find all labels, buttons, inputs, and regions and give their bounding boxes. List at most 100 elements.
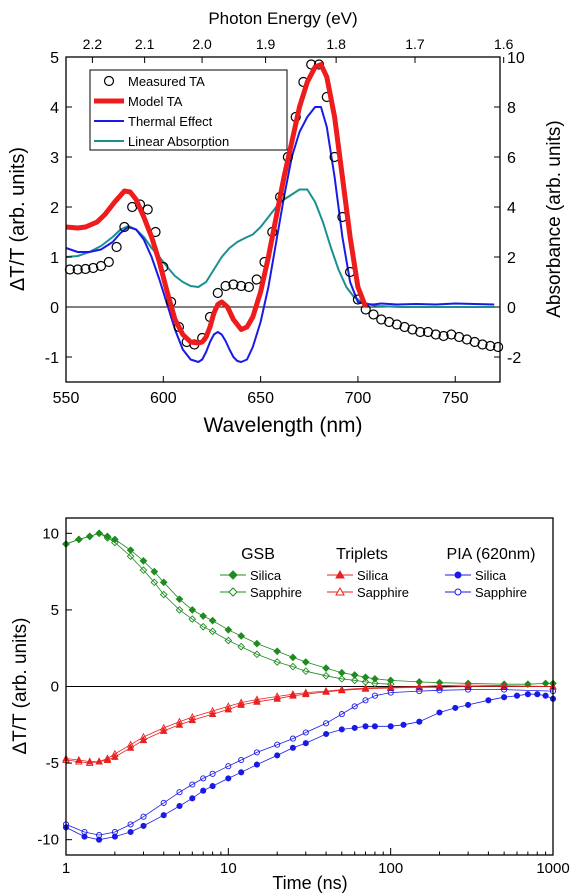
pia-620nm-sapphire-point (416, 688, 423, 695)
measured-ta-point (430, 329, 441, 340)
gsb-silica-point (253, 639, 261, 648)
gsb-silica-point (237, 632, 246, 640)
pia-620nm-silica-point (351, 724, 358, 731)
spectrum-plot-frame (65, 56, 501, 383)
pia-620nm-silica-point (225, 775, 232, 782)
triplets-silica-point (237, 700, 245, 708)
top-tick-label: 1.6 (494, 36, 514, 52)
pia-620nm-sapphire-point (465, 686, 472, 693)
top-tick-label: 2.0 (192, 36, 212, 52)
measured-ta-point (236, 280, 247, 292)
triplets-sapphire-point (75, 757, 83, 765)
gsb-sapphire-point (337, 675, 346, 683)
x-tick-label: 650 (247, 390, 274, 407)
triplets-silica-point (253, 697, 261, 705)
pia-620nm-silica-point (513, 692, 521, 699)
gsb-silica-point (199, 612, 208, 620)
gsb-sapphire-point (126, 552, 135, 561)
right-y-tick-label: 4 (507, 200, 516, 217)
measured-ta-point (243, 281, 254, 293)
pia-620nm-sapphire-point (387, 689, 394, 696)
triplets-sapphire-point (322, 686, 330, 695)
gsb-silica-point (361, 673, 370, 682)
legend-label-thermal: Thermal Effect (128, 114, 213, 129)
pia-620nm-sapphire-point (160, 799, 167, 806)
pia-620nm-silica-point (387, 723, 394, 730)
model-ta-line (65, 62, 369, 346)
legend-marker-pia-silica (454, 571, 462, 579)
pia-620nm-silica-point (416, 718, 423, 725)
pia-620nm-sapphire-point (127, 821, 134, 828)
gsb-silica-point (224, 625, 233, 634)
measured-ta-point (485, 340, 496, 352)
legend-label-model: Model TA (128, 94, 183, 109)
triplets-sapphire-point (85, 758, 94, 767)
gsb-silica-point (208, 616, 217, 625)
triplets-sapphire-point (253, 695, 261, 703)
triplets-sapphire-point (237, 698, 245, 706)
legend-marker-gsb-sapphire (228, 587, 238, 597)
measured-ta-point (103, 256, 114, 268)
gsb-sapphire-point (289, 662, 297, 671)
x-tick-label: 10 (220, 860, 237, 877)
gsb-silica-point (350, 671, 359, 679)
pia-620nm-silica-point (238, 769, 245, 776)
gsb-sapphire-point (208, 627, 217, 636)
pia-620nm-silica-point (127, 828, 134, 836)
gsb-sapphire-point (237, 642, 246, 651)
y-tick-label: 1 (50, 250, 59, 267)
pia-620nm-sapphire-point (176, 789, 183, 796)
pia-620nm-sapphire-point (436, 687, 443, 694)
top-tick-label: 1.7 (405, 36, 425, 52)
triplets-sapphire-point (159, 723, 168, 731)
triplets-silica-line (65, 686, 553, 762)
gsb-sapphire-point (199, 622, 208, 631)
gsb-sapphire-point (224, 636, 233, 645)
legend-label-gsb-silica: Silica (250, 568, 282, 583)
kinetics-plot-area (62, 529, 557, 843)
pia-620nm-silica-point (485, 697, 492, 704)
gsb-silica-point (150, 567, 159, 576)
pia-620nm-silica-point (400, 721, 407, 728)
legend-group-pia: PIA (620nm) (447, 546, 536, 563)
gsb-sapphire-point (103, 534, 112, 542)
pia-620nm-silica-point (323, 730, 330, 738)
legend-group-triplets: Triplets (336, 546, 388, 563)
gsb-sapphire-point (75, 535, 83, 544)
y-tick-label: 5 (51, 602, 59, 619)
triplets-sapphire-point (188, 712, 197, 721)
gsb-silica-point (371, 675, 379, 683)
time-axis-title: Time (ns) (272, 873, 347, 893)
gsb-sapphire-point (273, 658, 282, 666)
triplets-sapphire-point (95, 757, 103, 765)
pia-620nm-silica-point (542, 692, 549, 699)
pia-620nm-sapphire-line (65, 689, 554, 836)
pia-620nm-sapphire-point (302, 729, 309, 736)
gsb-silica-point (273, 647, 282, 656)
pia-620nm-sapphire-point (289, 735, 296, 742)
pia-620nm-sapphire-point (238, 756, 245, 764)
gsb-sapphire-point (175, 606, 184, 614)
gsb-silica-point (322, 664, 330, 672)
pia-620nm-silica-point (452, 704, 459, 711)
triplets-sapphire-point (361, 683, 370, 691)
x-tick-label: 700 (345, 390, 372, 407)
pia-620nm-silica-point (501, 694, 508, 701)
pia-620nm-sapphire-point (200, 775, 207, 782)
gsb-sapphire-point (253, 650, 261, 659)
pia-620nm-sapphire-point (501, 686, 508, 693)
pia-620nm-silica-point (436, 709, 443, 716)
gsb-sapphire-point (139, 566, 148, 574)
measured-ta-point (220, 280, 231, 292)
gsb-sapphire-point (111, 538, 119, 547)
gsb-sapphire-point (95, 529, 103, 538)
y-tick-label: -5 (46, 755, 59, 772)
triplets-sapphire-point (302, 688, 310, 696)
pia-620nm-sapphire-point (274, 741, 281, 748)
kinetics-panel: 1 10 100 1000 -10 -5 0 5 10 Time (ns) ΔT/T (arb.… (10, 517, 570, 893)
measured-ta-point (72, 264, 83, 275)
measured-ta-point (368, 309, 379, 320)
pia-620nm-silica-point (253, 761, 260, 768)
measured-ta-point (80, 263, 91, 275)
measured-ta-point (391, 319, 402, 330)
